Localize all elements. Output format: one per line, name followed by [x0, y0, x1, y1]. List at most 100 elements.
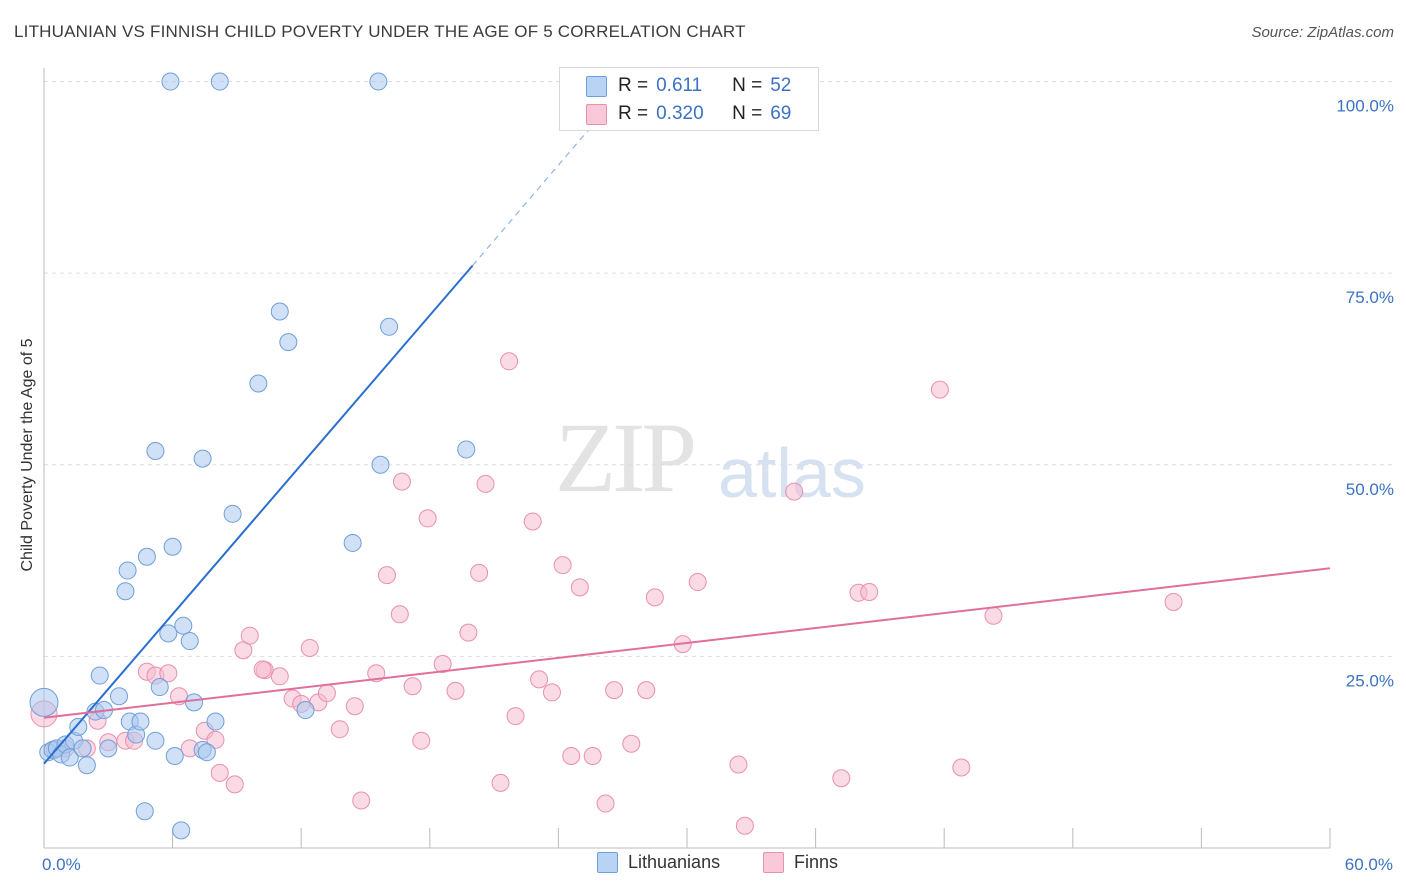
finn-point [377, 566, 396, 585]
correlation-legend: R = 0.611 N = 52 R = 0.320 N = 69 [559, 67, 819, 131]
finn-point [491, 773, 510, 792]
lithuanian-point [180, 632, 199, 651]
finn-point [523, 512, 542, 531]
lithuanian-point [279, 333, 298, 352]
lithuanian-point [249, 374, 268, 393]
series-legend-lithuanians[interactable]: Lithuanians [597, 852, 720, 873]
finn-point [352, 791, 371, 810]
lithuanian-trend-extension [472, 127, 592, 266]
lithuanian-point [369, 72, 388, 91]
lithuanian-point [137, 547, 156, 566]
y-tick-label: 25.0% [1346, 671, 1394, 690]
finn-point [446, 681, 465, 700]
legend-row-lithuanians: R = 0.611 N = 52 [586, 74, 791, 98]
finn-point [832, 769, 851, 788]
legend-row-finns: R = 0.320 N = 69 [586, 102, 791, 126]
finn-point [583, 747, 602, 766]
series-legend-finns[interactable]: Finns [763, 852, 838, 873]
finn-point [622, 734, 641, 753]
finn-point [637, 681, 656, 700]
finn-point [159, 664, 178, 683]
lithuanian-point [210, 72, 229, 91]
y-tick-label: 100.0% [1336, 97, 1394, 116]
finn-point [562, 747, 581, 766]
lithuanian-point [457, 440, 476, 459]
lithuanian-point [118, 561, 137, 580]
lithuanian-point [159, 624, 178, 643]
lithuanian-point [29, 687, 59, 717]
finn-point [930, 380, 949, 399]
finn-point [225, 775, 244, 794]
lithuanian-point [380, 317, 399, 336]
legend-r-value: 0.320 [656, 103, 704, 124]
finn-point [952, 758, 971, 777]
lithuanian-point [193, 449, 212, 468]
lithuanian-point [174, 616, 193, 635]
lithuanian-point [150, 678, 169, 697]
lithuanian-point [60, 748, 79, 767]
x-tick-label: 60.0% [1345, 855, 1393, 874]
lithuanian-point [296, 701, 315, 720]
source-text: Source: ZipAtlas.com [1251, 24, 1394, 41]
finn-point [688, 573, 707, 592]
finn-point [412, 731, 431, 750]
finn-point [542, 683, 561, 702]
lithuanian-point [343, 533, 362, 552]
legend-r-value: 0.611 [656, 75, 703, 96]
finn-point [506, 707, 525, 726]
finn-point [553, 556, 572, 575]
lithuanian-point [371, 455, 390, 474]
finn-point [459, 623, 478, 642]
legend-swatch-lithuanians [586, 75, 607, 97]
finn-point [785, 482, 804, 501]
finn-point [367, 664, 386, 683]
finn-point [596, 794, 615, 813]
finn-point [470, 563, 489, 582]
series-legend: Lithuanians Finns [0, 852, 1406, 878]
legend-n-label: N = [732, 75, 763, 96]
lithuanian-point [172, 821, 191, 840]
finn-point [253, 660, 272, 679]
series-swatch-lithuanians [597, 852, 618, 873]
finn-point [476, 474, 495, 493]
legend-r-label: R = [618, 75, 649, 96]
finn-point [300, 638, 319, 657]
finn-point [530, 670, 549, 689]
finn-point [500, 352, 519, 371]
watermark-zip: ZIP [555, 402, 697, 513]
legend-swatch-finns [586, 103, 607, 125]
lithuanian-point [270, 302, 289, 321]
finn-point [345, 697, 364, 716]
lithuanian-point [206, 712, 225, 731]
finn-point [240, 626, 259, 645]
legend-r-label: R = [618, 103, 649, 124]
legend-n-value: 52 [770, 75, 792, 96]
lithuanian-point [116, 582, 135, 601]
lithuanian-point [77, 756, 96, 775]
finn-point [433, 655, 452, 674]
lithuanian-point [135, 802, 154, 821]
finn-point [206, 730, 225, 749]
x-tick-label: 0.0% [42, 855, 81, 874]
finn-point [270, 667, 289, 686]
lithuanian-point [110, 687, 129, 706]
finn-point [317, 684, 336, 703]
y-tick-label: 50.0% [1346, 480, 1394, 499]
lithuanian-point [73, 739, 92, 758]
y-tick-label: 75.0% [1346, 288, 1394, 307]
lithuanian-point [163, 537, 182, 556]
lithuanian-point [146, 731, 165, 750]
series-legend-label: Lithuanians [628, 852, 721, 872]
lithuanian-point [99, 739, 118, 758]
finn-trend-line [43, 567, 1331, 719]
finn-point [735, 816, 754, 835]
lithuanian-point [197, 743, 216, 762]
finn-point [570, 578, 589, 597]
finn-point [392, 472, 411, 491]
lithuanian-point [90, 666, 109, 685]
lithuanian-point [165, 747, 184, 766]
legend-n-value: 69 [770, 103, 792, 124]
finn-point [1164, 592, 1183, 611]
finn-point [390, 605, 409, 624]
